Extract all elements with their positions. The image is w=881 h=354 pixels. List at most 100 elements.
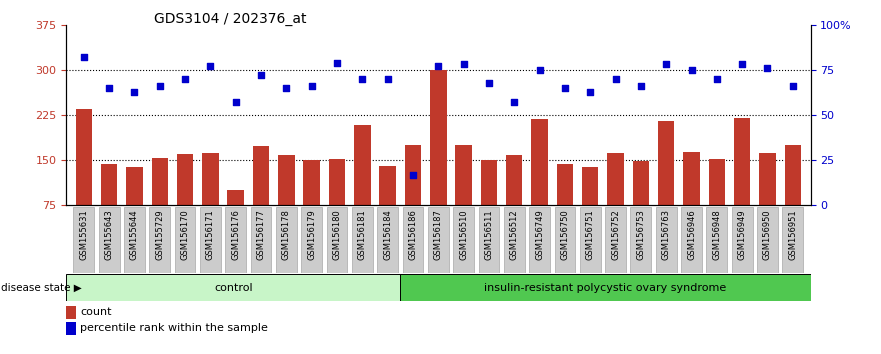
Point: [381, 76, 395, 82]
Bar: [734, 118, 751, 251]
Bar: [202, 153, 218, 251]
Text: GSM156186: GSM156186: [409, 209, 418, 260]
FancyBboxPatch shape: [174, 207, 196, 273]
Point: [558, 85, 572, 91]
Point: [583, 89, 597, 95]
FancyBboxPatch shape: [66, 274, 400, 301]
Text: insulin-resistant polycystic ovary syndrome: insulin-resistant polycystic ovary syndr…: [485, 282, 727, 293]
Bar: [785, 145, 801, 251]
Bar: [557, 164, 574, 251]
Point: [735, 62, 749, 67]
Text: GSM156179: GSM156179: [307, 209, 316, 260]
Bar: [66, 306, 76, 319]
FancyBboxPatch shape: [631, 207, 651, 273]
Bar: [506, 155, 522, 251]
FancyBboxPatch shape: [757, 207, 778, 273]
Bar: [633, 161, 649, 251]
Point: [609, 76, 623, 82]
FancyBboxPatch shape: [226, 207, 246, 273]
Bar: [658, 121, 675, 251]
Bar: [126, 167, 143, 251]
Bar: [607, 153, 624, 251]
FancyBboxPatch shape: [655, 207, 677, 273]
FancyBboxPatch shape: [554, 207, 575, 273]
FancyBboxPatch shape: [400, 274, 811, 301]
Bar: [455, 145, 472, 251]
Bar: [380, 166, 396, 251]
Text: GSM156176: GSM156176: [231, 209, 241, 260]
Text: GSM156951: GSM156951: [788, 209, 797, 260]
Bar: [227, 190, 244, 251]
Text: GSM156510: GSM156510: [459, 209, 468, 260]
Point: [685, 67, 699, 73]
FancyBboxPatch shape: [327, 207, 347, 273]
Point: [659, 62, 673, 67]
Text: GSM156753: GSM156753: [636, 209, 646, 260]
Point: [786, 83, 800, 89]
Bar: [177, 154, 193, 251]
Text: GSM156187: GSM156187: [433, 209, 443, 260]
Bar: [531, 119, 548, 251]
FancyBboxPatch shape: [732, 207, 752, 273]
Bar: [152, 158, 168, 251]
Point: [507, 99, 522, 105]
Bar: [708, 159, 725, 251]
Text: GSM156511: GSM156511: [485, 209, 493, 260]
Bar: [329, 159, 345, 251]
Text: GSM155644: GSM155644: [130, 209, 139, 260]
Bar: [582, 167, 598, 251]
Point: [355, 76, 369, 82]
Text: GSM155643: GSM155643: [105, 209, 114, 260]
FancyBboxPatch shape: [73, 207, 94, 273]
Text: GSM156171: GSM156171: [206, 209, 215, 260]
Text: GSM156184: GSM156184: [383, 209, 392, 260]
FancyBboxPatch shape: [504, 207, 525, 273]
Bar: [101, 164, 117, 251]
Point: [760, 65, 774, 71]
Text: GSM156178: GSM156178: [282, 209, 291, 260]
Point: [152, 83, 167, 89]
FancyBboxPatch shape: [301, 207, 322, 273]
Text: GSM156752: GSM156752: [611, 209, 620, 260]
Bar: [430, 70, 447, 251]
Text: GSM156512: GSM156512: [510, 209, 519, 260]
Point: [305, 83, 319, 89]
Text: GSM156177: GSM156177: [256, 209, 265, 260]
Point: [406, 172, 420, 177]
Point: [532, 67, 546, 73]
Point: [128, 89, 142, 95]
FancyBboxPatch shape: [453, 207, 474, 273]
FancyBboxPatch shape: [377, 207, 398, 273]
Point: [229, 99, 243, 105]
Text: GSM156946: GSM156946: [687, 209, 696, 260]
Bar: [684, 152, 700, 251]
Text: control: control: [214, 282, 253, 293]
Point: [633, 83, 648, 89]
Text: GSM156763: GSM156763: [662, 209, 670, 260]
FancyBboxPatch shape: [251, 207, 271, 273]
Text: GSM156180: GSM156180: [332, 209, 342, 260]
FancyBboxPatch shape: [478, 207, 500, 273]
Text: GSM155631: GSM155631: [79, 209, 88, 260]
FancyBboxPatch shape: [200, 207, 221, 273]
Point: [102, 85, 116, 91]
Text: GSM155729: GSM155729: [155, 209, 164, 260]
Text: GSM156948: GSM156948: [713, 209, 722, 260]
FancyBboxPatch shape: [276, 207, 297, 273]
Point: [279, 85, 293, 91]
Point: [710, 76, 724, 82]
Bar: [404, 145, 421, 251]
FancyBboxPatch shape: [352, 207, 373, 273]
Text: count: count: [80, 307, 112, 318]
Bar: [759, 153, 775, 251]
FancyBboxPatch shape: [403, 207, 424, 273]
Bar: [76, 109, 92, 251]
Text: percentile rank within the sample: percentile rank within the sample: [80, 323, 268, 333]
FancyBboxPatch shape: [707, 207, 727, 273]
Point: [456, 62, 470, 67]
Point: [204, 63, 218, 69]
Bar: [278, 155, 294, 251]
Bar: [481, 160, 497, 251]
Text: GSM156181: GSM156181: [358, 209, 366, 260]
Point: [178, 76, 192, 82]
